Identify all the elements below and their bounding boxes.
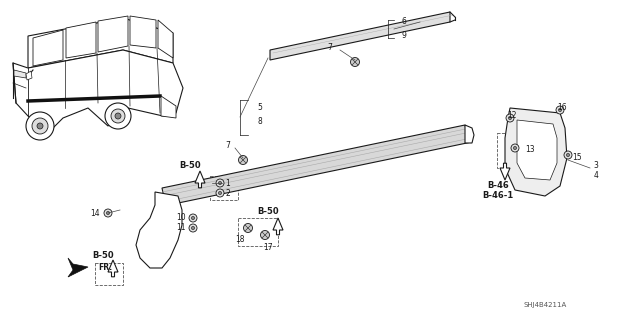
Polygon shape xyxy=(517,120,557,180)
Polygon shape xyxy=(33,30,63,66)
Polygon shape xyxy=(108,260,118,277)
Circle shape xyxy=(556,106,564,114)
Circle shape xyxy=(189,214,197,222)
Circle shape xyxy=(106,211,109,215)
Circle shape xyxy=(218,182,221,185)
Polygon shape xyxy=(158,20,173,58)
Polygon shape xyxy=(68,258,88,277)
Circle shape xyxy=(115,113,121,119)
Circle shape xyxy=(111,109,125,123)
Text: B-50: B-50 xyxy=(92,250,114,259)
Text: 13: 13 xyxy=(525,145,535,154)
Text: 7: 7 xyxy=(328,42,332,51)
Text: 8: 8 xyxy=(258,117,262,127)
Text: 4: 4 xyxy=(593,170,598,180)
Text: 7: 7 xyxy=(225,140,230,150)
Polygon shape xyxy=(273,218,283,235)
Polygon shape xyxy=(136,192,182,268)
Polygon shape xyxy=(130,16,156,48)
Text: 1: 1 xyxy=(226,179,230,188)
Text: 5: 5 xyxy=(257,103,262,113)
Polygon shape xyxy=(161,96,176,118)
Bar xyxy=(238,218,278,246)
Circle shape xyxy=(216,189,224,197)
Text: B-50: B-50 xyxy=(257,207,279,217)
Circle shape xyxy=(32,118,48,134)
Text: 9: 9 xyxy=(401,31,406,40)
Circle shape xyxy=(558,108,562,112)
Circle shape xyxy=(105,103,131,129)
Circle shape xyxy=(508,116,511,120)
Polygon shape xyxy=(26,71,32,80)
Polygon shape xyxy=(195,171,205,188)
Text: 18: 18 xyxy=(236,235,244,244)
Polygon shape xyxy=(465,125,474,143)
Circle shape xyxy=(566,153,570,157)
Text: B-46-1: B-46-1 xyxy=(483,190,514,199)
Circle shape xyxy=(351,57,360,66)
Circle shape xyxy=(564,151,572,159)
Circle shape xyxy=(191,226,195,230)
Circle shape xyxy=(513,146,516,150)
Bar xyxy=(95,263,123,285)
Polygon shape xyxy=(66,22,96,58)
Circle shape xyxy=(506,114,514,122)
Text: FR.: FR. xyxy=(98,263,112,272)
Circle shape xyxy=(239,155,248,165)
Text: B-46: B-46 xyxy=(487,181,509,189)
Text: 6: 6 xyxy=(401,18,406,26)
Circle shape xyxy=(26,112,54,140)
Polygon shape xyxy=(162,125,468,206)
Polygon shape xyxy=(14,70,26,78)
Text: 15: 15 xyxy=(572,153,582,162)
Bar xyxy=(210,176,238,200)
Text: 10: 10 xyxy=(177,213,186,222)
Polygon shape xyxy=(270,12,450,60)
Bar xyxy=(497,133,542,168)
Text: 12: 12 xyxy=(507,110,516,120)
Text: 11: 11 xyxy=(177,224,186,233)
Circle shape xyxy=(260,231,269,240)
Circle shape xyxy=(511,144,519,152)
Text: B-50: B-50 xyxy=(179,160,201,169)
Circle shape xyxy=(104,209,112,217)
Text: 16: 16 xyxy=(557,102,567,112)
Text: 14: 14 xyxy=(90,209,100,218)
Polygon shape xyxy=(505,108,567,196)
Text: 17: 17 xyxy=(263,243,273,253)
Text: SHJ4B4211A: SHJ4B4211A xyxy=(524,302,566,308)
Circle shape xyxy=(243,224,253,233)
Polygon shape xyxy=(98,16,128,52)
Polygon shape xyxy=(500,163,510,180)
Circle shape xyxy=(37,123,43,129)
Text: 2: 2 xyxy=(226,189,230,197)
Polygon shape xyxy=(28,18,173,68)
Text: 3: 3 xyxy=(593,160,598,169)
Polygon shape xyxy=(13,50,183,133)
Circle shape xyxy=(216,179,224,187)
Circle shape xyxy=(189,224,197,232)
Circle shape xyxy=(218,191,221,195)
Circle shape xyxy=(191,216,195,219)
